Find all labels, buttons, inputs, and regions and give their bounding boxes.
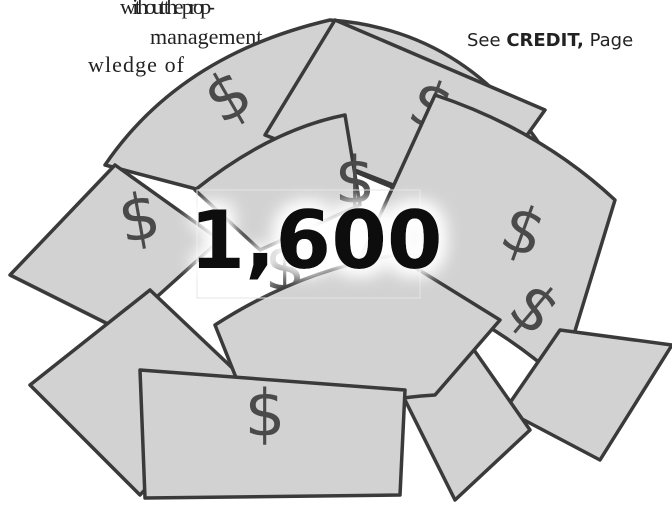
page: without the prop- management wledge of S… bbox=[0, 0, 672, 512]
credit-note: See CREDIT, Page bbox=[467, 30, 633, 51]
credit-prefix: See bbox=[467, 30, 501, 51]
credit-bold: CREDIT, bbox=[506, 30, 584, 51]
text-line: wledge of bbox=[88, 52, 185, 77]
figure: 1,600 bbox=[189, 194, 442, 287]
credit-suffix: Page bbox=[590, 30, 634, 51]
text-line: management bbox=[150, 24, 262, 49]
dollar-sign: $ bbox=[245, 378, 286, 452]
text-line: without the prop- bbox=[120, 0, 215, 19]
